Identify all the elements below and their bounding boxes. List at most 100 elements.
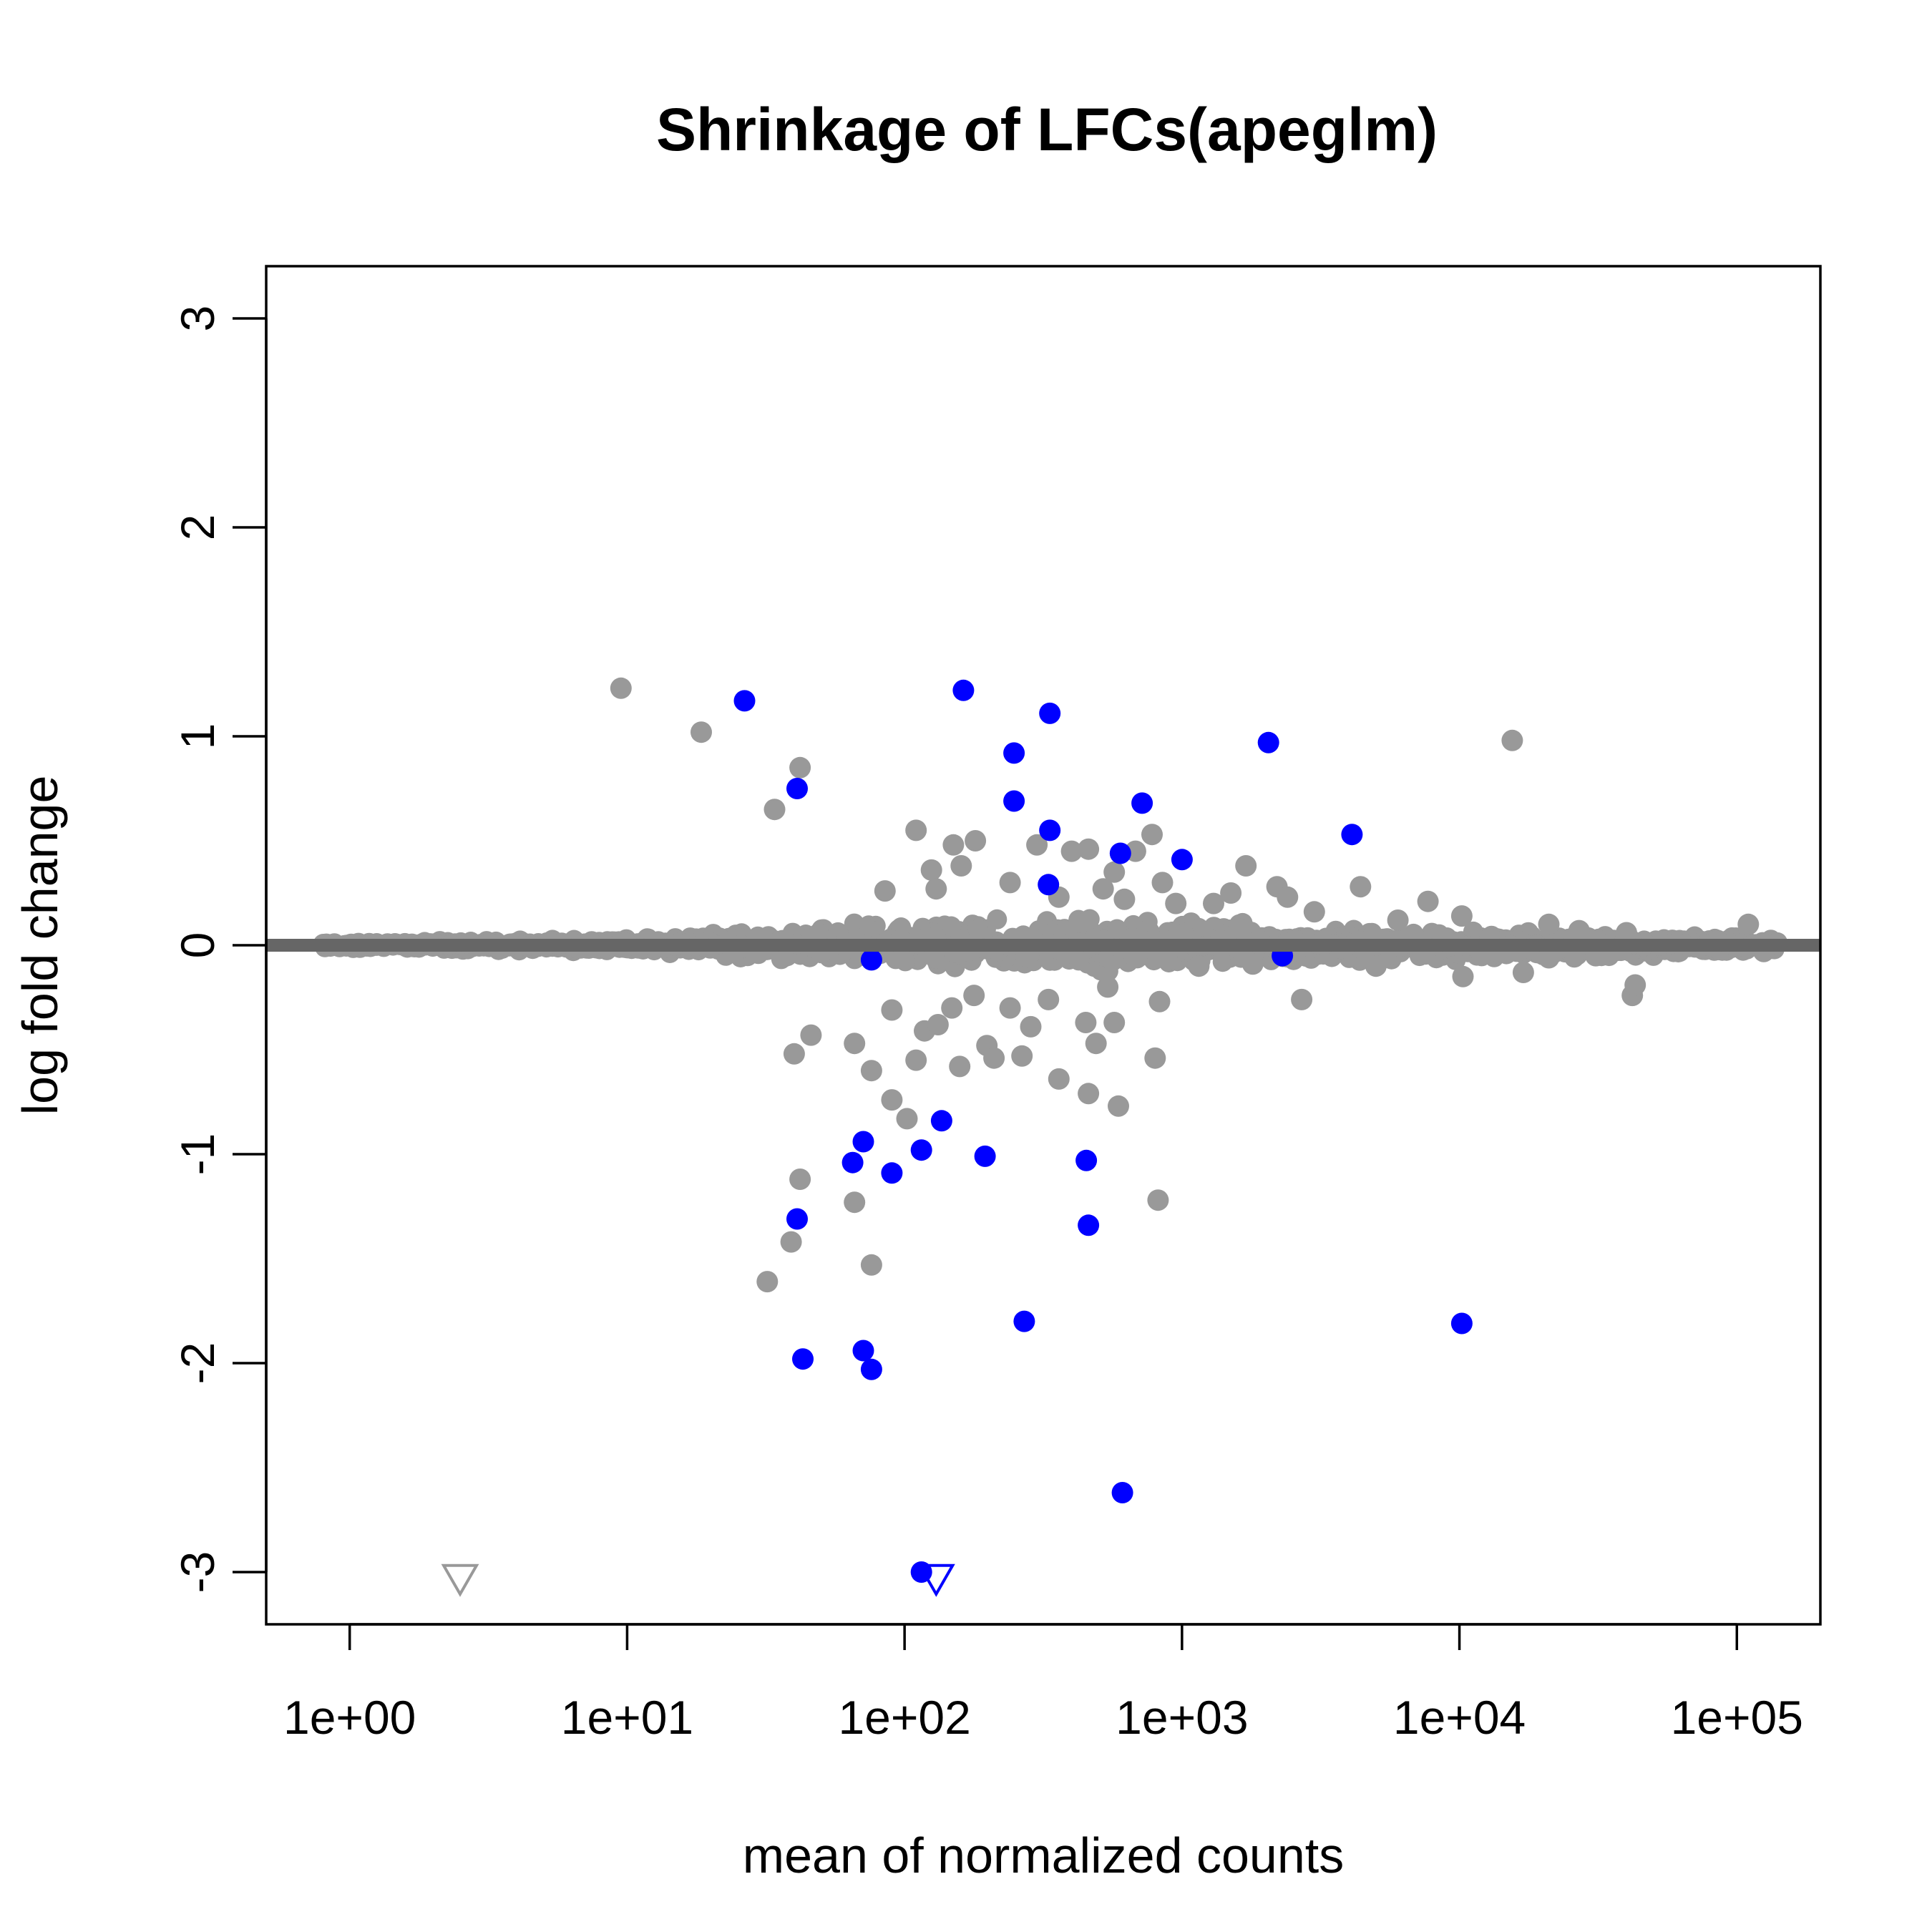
not_significant-point: [1097, 976, 1119, 998]
significant-point: [1038, 874, 1060, 896]
not_significant-point: [610, 677, 632, 699]
significant-point: [910, 1139, 932, 1161]
not_significant-point: [860, 1060, 882, 1082]
not_significant-point: [1203, 892, 1224, 914]
not_significant-point: [1156, 947, 1178, 969]
background-point: [1229, 918, 1249, 939]
not_significant-point: [942, 834, 965, 856]
y-axis-label: log fold change: [12, 776, 68, 1116]
significant-point: [1257, 731, 1279, 753]
not_significant-point: [789, 1169, 811, 1190]
y-axis: -3 -2 -1 0 1 2 3: [171, 306, 268, 1594]
significant-point: [1111, 1482, 1133, 1503]
significant-point: [881, 1162, 903, 1184]
not_significant-point: [999, 872, 1021, 894]
not_significant-point: [1512, 962, 1534, 983]
not_significant-point: [1075, 1012, 1097, 1033]
not_significant-point: [1291, 988, 1313, 1010]
not_significant-point: [756, 1271, 779, 1293]
not_significant-point: [1616, 922, 1637, 944]
not_significant-out-of-range-marker: [441, 1563, 479, 1597]
background-point: [1174, 922, 1194, 943]
significant-point: [860, 949, 882, 971]
significant-point: [952, 679, 975, 701]
significant-point: [1075, 1149, 1098, 1171]
not_significant-point: [1235, 855, 1257, 877]
significant-point: [1078, 1214, 1100, 1236]
significant-point: [1450, 1312, 1473, 1335]
y-tick-label: 3: [171, 306, 224, 332]
not_significant-point: [965, 830, 987, 852]
x-tick-label: 1e+02: [838, 1691, 970, 1744]
significant-point: [786, 778, 808, 799]
data-points: [441, 677, 1775, 1597]
not_significant-point: [1078, 1083, 1100, 1105]
significant-point: [1003, 742, 1025, 764]
not_significant-point: [1220, 882, 1242, 904]
not_significant-point: [1148, 990, 1171, 1013]
not_significant-point: [860, 1254, 882, 1276]
not_significant-point: [1141, 824, 1163, 846]
not_significant-point: [1450, 905, 1473, 927]
not_significant-point: [941, 997, 963, 1019]
not_significant-point: [949, 1055, 971, 1078]
not_significant-point: [1026, 834, 1048, 856]
x-axis-label: mean of normalized counts: [743, 1828, 1344, 1883]
not_significant-point: [920, 859, 942, 881]
not_significant-point: [874, 880, 896, 902]
not_significant-point: [1085, 1033, 1107, 1055]
not_significant-point: [1165, 892, 1187, 914]
x-tick-label: 1e+04: [1393, 1691, 1526, 1744]
significant-point: [1003, 790, 1025, 812]
x-tick-label: 1e+00: [283, 1691, 416, 1744]
not_significant-point: [1144, 1047, 1166, 1069]
not_significant-point: [1103, 861, 1126, 883]
y-tick-label: -3: [171, 1551, 224, 1594]
background-point: [859, 919, 879, 940]
not_significant-point: [1078, 838, 1100, 860]
not_significant-point: [1011, 1045, 1033, 1067]
x-tick-label: 1e+01: [561, 1691, 693, 1744]
y-tick-label: 1: [171, 723, 224, 750]
not_significant-point: [1038, 988, 1060, 1010]
not_significant-point: [999, 997, 1021, 1019]
significant-point: [1131, 792, 1153, 814]
not_significant-point: [1151, 872, 1174, 894]
not_significant-point: [1501, 729, 1523, 751]
significant-out-of-range-marker: [917, 1563, 955, 1597]
not_significant-point: [1350, 876, 1372, 898]
significant-point: [792, 1348, 814, 1370]
significant-point: [1109, 842, 1131, 864]
not_significant-point: [1048, 1068, 1070, 1090]
not_significant-point: [950, 855, 972, 877]
x-axis: 1e+00 1e+01 1e+02 1e+03 1e+04 1e+05: [283, 1623, 1803, 1744]
not_significant-point: [1108, 1095, 1129, 1117]
not_significant-point: [927, 1014, 949, 1035]
significant-point: [852, 1340, 874, 1362]
background-point: [809, 922, 829, 943]
not_significant-point: [844, 1033, 866, 1055]
not_significant-point: [1387, 909, 1409, 931]
significant-point: [1171, 849, 1193, 871]
not_significant-point: [844, 1191, 866, 1214]
not_significant-point: [881, 999, 903, 1021]
y-tick-label: -1: [171, 1133, 224, 1176]
not_significant-point: [905, 1049, 927, 1071]
not_significant-point: [1020, 1015, 1042, 1038]
not_significant-point: [1092, 878, 1114, 900]
not_significant-point: [983, 1047, 1005, 1069]
background-point: [1127, 948, 1148, 969]
significant-point: [733, 690, 756, 712]
not_significant-point: [1147, 1189, 1169, 1211]
x-tick-label: 1e+05: [1671, 1691, 1803, 1744]
not_significant-point: [763, 799, 786, 821]
not_significant-point: [1737, 913, 1760, 935]
not_significant-point: [1303, 901, 1325, 923]
not_significant-point: [1538, 947, 1560, 969]
not_significant-point: [1568, 919, 1590, 942]
significant-point: [1039, 819, 1061, 841]
significant-point: [930, 1110, 952, 1132]
not_significant-point: [783, 1043, 805, 1065]
significant-point: [974, 1145, 996, 1167]
